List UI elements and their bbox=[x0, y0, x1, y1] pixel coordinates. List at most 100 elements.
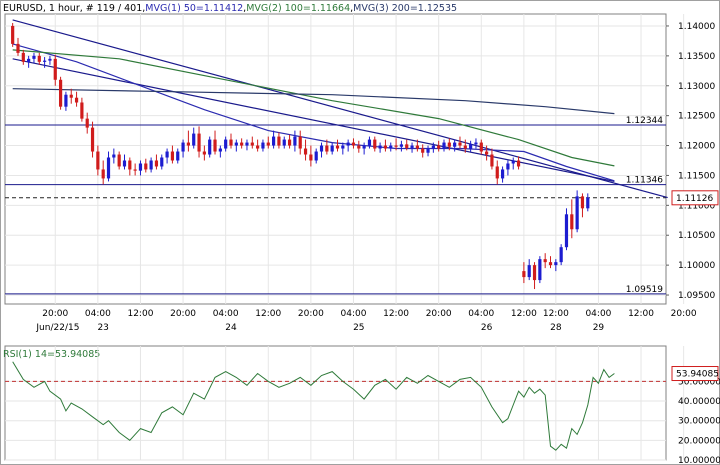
candle-body bbox=[538, 259, 542, 281]
header-separator: , bbox=[142, 3, 145, 14]
date-label: Jun/22/15 bbox=[35, 323, 79, 333]
candle-body bbox=[527, 265, 531, 278]
time-tick-label: 20:00 bbox=[671, 309, 697, 319]
candle-body bbox=[80, 102, 84, 119]
mvg3-legend: MVG(3) 200=1.12535 bbox=[353, 3, 457, 14]
rsi-tick-label: 30.00000 bbox=[678, 417, 720, 427]
candle-body bbox=[437, 145, 441, 149]
candle-body bbox=[394, 145, 398, 147]
candle-body bbox=[511, 160, 515, 164]
candle-body bbox=[192, 133, 196, 146]
candle-body bbox=[160, 157, 164, 167]
candle-body bbox=[303, 148, 308, 155]
candle-body bbox=[554, 262, 558, 266]
candle-body bbox=[341, 145, 345, 149]
price-tick-label: 1.13000 bbox=[678, 82, 715, 92]
candle-body bbox=[128, 160, 132, 170]
candle-body bbox=[485, 151, 489, 155]
rsi-tick-label: 40.00000 bbox=[678, 397, 720, 407]
candle-body bbox=[543, 259, 547, 263]
candle-body bbox=[245, 142, 249, 146]
level-label: 1.11346 bbox=[626, 176, 663, 186]
rsi-tick-label: 10.00000 bbox=[678, 456, 720, 465]
price-tick-label: 1.13500 bbox=[678, 52, 715, 62]
candle-body bbox=[266, 142, 270, 146]
candle-body bbox=[282, 139, 286, 146]
rsi-axis: 50.00000 40.00000 30.00000 20.00000 10.00000… bbox=[671, 366, 720, 465]
time-tick-label: 04:00 bbox=[213, 309, 239, 319]
time-tick-label: 12:00 bbox=[628, 309, 654, 319]
time-tick-label: 04:00 bbox=[468, 309, 494, 319]
price-panel: 1.12344 1.11346 1.09519 1.14000 1.13500 1.13… bbox=[4, 13, 719, 333]
candle-body bbox=[314, 151, 318, 161]
price-tick-label: 1.11500 bbox=[678, 171, 715, 181]
candle-body bbox=[495, 166, 499, 179]
candle-body bbox=[469, 144, 473, 149]
candle-body bbox=[426, 148, 430, 153]
rsi-grid bbox=[5, 346, 685, 461]
candle-body bbox=[405, 144, 409, 148]
candle-body bbox=[218, 148, 222, 152]
price-tick-label: 1.10000 bbox=[678, 261, 715, 271]
candle-body bbox=[96, 151, 100, 170]
date-label: 25 bbox=[353, 323, 364, 333]
candle-body bbox=[208, 139, 212, 155]
candle-body bbox=[479, 142, 483, 152]
candle-body bbox=[293, 136, 297, 146]
current-price-box bbox=[671, 190, 719, 206]
candle-body bbox=[165, 151, 169, 158]
price-tick-label: 1.09500 bbox=[678, 291, 715, 301]
candle-body bbox=[319, 145, 324, 152]
candle-body bbox=[580, 196, 585, 209]
candle-body bbox=[575, 196, 579, 230]
price-tick-label: 1.14000 bbox=[678, 22, 715, 32]
candle-body bbox=[442, 142, 446, 149]
candle-body bbox=[11, 25, 15, 44]
candle-body bbox=[213, 139, 217, 152]
candle-body bbox=[43, 60, 47, 62]
price-tick-label: 1.11000 bbox=[678, 201, 715, 211]
candle-body bbox=[548, 262, 553, 266]
candle-body bbox=[69, 94, 73, 98]
rsi-panel: RSI(1) 14=53.94085 50.00000 40.00000 30.00… bbox=[3, 345, 720, 465]
candle-body bbox=[261, 142, 265, 149]
rsi-value-label: 53.94085 bbox=[676, 370, 719, 380]
candle-body bbox=[277, 136, 281, 146]
candle-body bbox=[229, 139, 233, 146]
candle-body bbox=[532, 265, 537, 281]
rsi-tick-label: 50.00000 bbox=[678, 377, 720, 387]
candle-body bbox=[362, 145, 366, 149]
timeframe-label: , 1 hour bbox=[43, 3, 80, 14]
symbol-label: EURUSD bbox=[3, 3, 43, 14]
time-tick-label: 12:00 bbox=[255, 309, 281, 319]
time-tick-label: 12:00 bbox=[383, 309, 409, 319]
candle-body bbox=[367, 139, 372, 146]
candle-body bbox=[522, 271, 526, 278]
candle-body bbox=[21, 52, 25, 62]
date-label: 26 bbox=[481, 323, 493, 333]
candle-body bbox=[106, 157, 111, 179]
candle-body bbox=[256, 145, 260, 149]
mvg2-legend: MVG(2) 100=1.11664 bbox=[246, 3, 350, 14]
candle-body bbox=[170, 151, 175, 161]
candle-body bbox=[27, 58, 31, 62]
candle-body bbox=[463, 145, 467, 149]
candle-body bbox=[197, 133, 201, 152]
time-tick-label: 04:00 bbox=[85, 309, 111, 319]
candle-body bbox=[389, 145, 393, 149]
time-tick-label: 12:00 bbox=[127, 309, 153, 319]
candle-body bbox=[335, 145, 340, 149]
moving-average-line bbox=[12, 49, 615, 167]
candle-body bbox=[32, 55, 36, 59]
date-label: 28 bbox=[550, 323, 562, 333]
level-label: 1.09519 bbox=[626, 285, 663, 295]
candle-body bbox=[500, 169, 505, 179]
candle-body bbox=[351, 142, 356, 146]
candle-body bbox=[272, 136, 276, 146]
candle-body bbox=[53, 58, 57, 80]
candle-body bbox=[90, 127, 95, 152]
candle-body bbox=[202, 151, 206, 155]
candle-body bbox=[48, 58, 52, 61]
time-tick-label: 20:00 bbox=[170, 309, 196, 319]
bar-info-label: , # 119 / 401 bbox=[80, 3, 143, 14]
